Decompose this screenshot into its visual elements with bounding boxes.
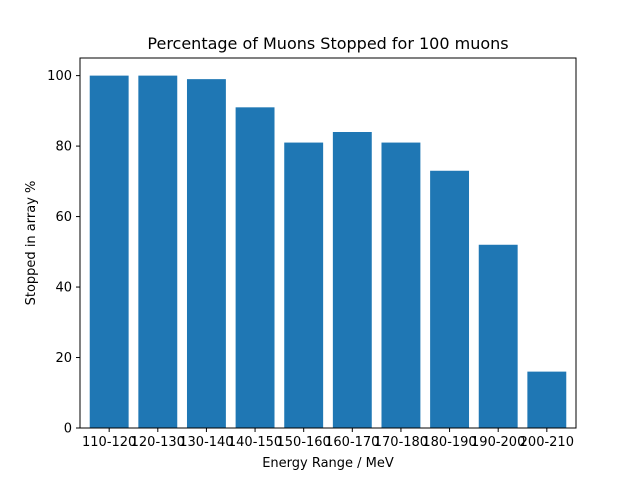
x-tick-label-180-190: 180-190 [422, 435, 476, 450]
x-tick-label-200-210: 200-210 [520, 435, 574, 450]
x-tick-label-120-130: 120-130 [131, 435, 185, 450]
plot-frame [79, 57, 577, 429]
y-tick-label-20: 20 [55, 351, 72, 366]
y-tick-label-40: 40 [55, 281, 72, 296]
x-tick-label-140-150: 140-150 [228, 435, 282, 450]
bar-130-140 [186, 79, 226, 428]
y-tick-label-60: 60 [55, 210, 72, 225]
x-tick-label-110-120: 110-120 [82, 435, 136, 450]
y-axis-label: Stopped in array % [24, 181, 39, 306]
x-tick-label-190-200: 190-200 [471, 435, 525, 450]
chart-title: Percentage of Muons Stopped for 100 muon… [147, 34, 508, 53]
bar-200-210 [527, 371, 567, 428]
y-axis: 0 20 40 60 80 100 [47, 69, 80, 437]
bar-110-120 [89, 75, 129, 429]
x-tick-label-130-140: 130-140 [179, 435, 233, 450]
bars-group [89, 75, 567, 429]
x-tick-label-160-170: 160-170 [325, 435, 379, 450]
x-tick-label-150-160: 150-160 [277, 435, 331, 450]
y-tick-label-0: 0 [64, 422, 72, 437]
bar-190-200 [478, 244, 518, 428]
bar-170-180 [381, 142, 421, 428]
y-tick-label-80: 80 [55, 140, 72, 155]
x-axis-label: Energy Range / MeV [262, 456, 394, 471]
bar-180-190 [430, 170, 470, 428]
bar-120-130 [138, 75, 178, 429]
bar-140-150 [235, 107, 275, 428]
y-tick-label-100: 100 [47, 69, 72, 84]
bar-150-160 [284, 142, 324, 428]
x-tick-label-170-180: 170-180 [374, 435, 428, 450]
bar-160-170 [332, 132, 372, 428]
x-axis: 110-120120-130130-140140-150150-160160-1… [82, 428, 574, 450]
